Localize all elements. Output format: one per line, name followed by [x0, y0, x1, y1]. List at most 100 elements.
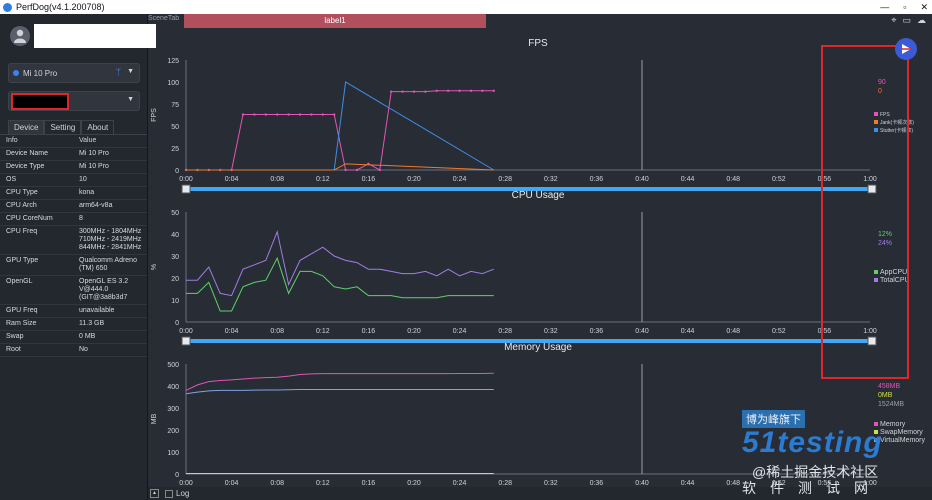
x-tick-label: 0:28 [498, 176, 512, 183]
x-tick-label: 0:04 [225, 480, 239, 487]
info-value: OpenGL ES 3.2 V@444.0 (GIT@3a8b3d7 [79, 278, 129, 301]
username-field [34, 24, 156, 48]
tab-device[interactable]: Device [8, 120, 45, 134]
y-tick-label: 100 [167, 450, 179, 457]
log-bar: ▲ Log [148, 487, 932, 500]
legend-swatch [874, 112, 878, 116]
legend-swatch [874, 120, 878, 124]
legend-label: VirtualMemory [880, 437, 925, 444]
device-info-table: Info Value Device Name Mi 10 Pro Device T… [0, 134, 147, 357]
y-tick-label: 300 [167, 406, 179, 413]
legend-label: AppCPU [880, 269, 907, 276]
readout-value: 24% [878, 240, 892, 247]
avatar[interactable] [10, 26, 30, 46]
chart-title: FPS [528, 38, 548, 49]
table-row: GPU Freq unavailable [0, 305, 147, 318]
y-tick-label: 0 [175, 472, 179, 479]
legend-swatch [874, 278, 878, 282]
info-value: 0 MB [79, 333, 96, 340]
info-value: Qualcomm Adreno (TM) 650 [79, 257, 137, 272]
data-point [390, 90, 393, 93]
watermark-community: @稀土掘金技术社区 [752, 464, 879, 480]
info-value: Mi 10 Pro [79, 150, 109, 157]
expand-log-icon[interactable]: ▲ [150, 489, 159, 498]
folder-icon[interactable]: ▭ [902, 15, 911, 25]
timeline-slider [183, 187, 873, 191]
x-tick-label: 0:24 [453, 480, 467, 487]
tab-setting[interactable]: Setting [44, 120, 82, 134]
x-tick-label: 0:44 [681, 480, 695, 487]
log-checkbox[interactable] [165, 489, 173, 498]
info-key: Root [6, 346, 21, 353]
info-key: CPU Type [6, 189, 38, 196]
x-tick-label: 0:20 [407, 480, 421, 487]
data-point [355, 168, 359, 172]
table-row: OS 10 [0, 174, 147, 187]
log-label: Log [176, 489, 190, 498]
minimize-icon[interactable]: — [880, 2, 890, 12]
app-select[interactable]: ▼ [8, 91, 140, 111]
data-point [492, 89, 495, 92]
y-tick-label: 50 [171, 210, 179, 217]
x-tick-label: 0:32 [544, 176, 558, 183]
series-line [186, 81, 495, 171]
x-tick-label: 0:16 [362, 328, 376, 335]
title-bar: PerfDog(v4.1.200708) — ▫ ✕ [0, 0, 932, 14]
user-box[interactable] [8, 24, 156, 50]
info-key: CPU CoreNum [6, 215, 53, 222]
x-tick-label: 0:44 [681, 328, 695, 335]
cloud-icon[interactable]: ☁ [917, 15, 926, 25]
table-header: Info Value [0, 135, 147, 148]
data-point [298, 113, 302, 116]
slider-handle-left [181, 184, 191, 194]
info-value: Mi 10 Pro [79, 163, 109, 170]
x-tick-label: 0:00 [179, 480, 193, 487]
info-key: Ram Size [6, 320, 37, 327]
usb-icon: ᛘ [115, 67, 121, 77]
legend-label: TotalCPU [880, 277, 910, 284]
data-point [424, 90, 427, 93]
location-icon[interactable]: ⌖ [891, 15, 897, 25]
info-key: Swap [6, 333, 24, 340]
series-line [186, 230, 494, 297]
x-tick-label: 0:56 [818, 176, 832, 183]
data-point [469, 89, 473, 92]
legend-label: Jank(卡顿次数) [880, 119, 914, 126]
data-point [310, 113, 313, 116]
data-point [264, 113, 267, 116]
data-point [333, 113, 336, 116]
close-icon[interactable]: ✕ [920, 1, 928, 12]
info-value: kona [79, 189, 95, 196]
x-tick-label: 0:32 [544, 480, 558, 487]
table-row: OpenGL OpenGL ES 3.2 V@444.0 (GIT@3a8b3d7 [0, 276, 147, 305]
x-tick-label: 0:48 [726, 328, 740, 335]
record-button[interactable] [895, 38, 917, 60]
x-tick-label: 0:40 [635, 480, 649, 487]
scene-tab-label1[interactable]: label1 [184, 14, 486, 28]
perfdog-logo-icon [3, 2, 12, 12]
data-point [412, 90, 416, 93]
series-line [185, 389, 494, 395]
slider-handle-left [181, 336, 191, 346]
info-value: No [79, 346, 88, 353]
y-tick-label: 50 [171, 124, 179, 131]
info-key: GPU Freq [6, 307, 38, 314]
watermark-tagline: 博为峰旗下 [742, 410, 805, 428]
table-row: CPU Freq 300MHz - 1804MHz 710MHz - 2419MH… [0, 226, 147, 255]
info-key: CPU Arch [6, 202, 37, 209]
tab-about[interactable]: About [81, 120, 115, 134]
y-axis-label: % [151, 264, 158, 270]
scene-tab-label: SceneTab [148, 15, 180, 22]
maximize-icon[interactable]: ▫ [903, 2, 907, 12]
info-key: Device Name [6, 150, 49, 157]
device-select-value: Mi 10 Pro [23, 68, 58, 78]
column-header-value: Value [79, 137, 97, 144]
x-tick-label: 0:52 [772, 480, 786, 487]
x-tick-label: 0:16 [362, 480, 376, 487]
device-select[interactable]: Mi 10 Pro ᛘ ▼ [8, 63, 140, 83]
x-tick-label: 0:24 [453, 328, 467, 335]
x-tick-label: 0:08 [270, 328, 284, 335]
legend-swatch [874, 270, 878, 274]
annotation-highlight-box [821, 45, 909, 379]
